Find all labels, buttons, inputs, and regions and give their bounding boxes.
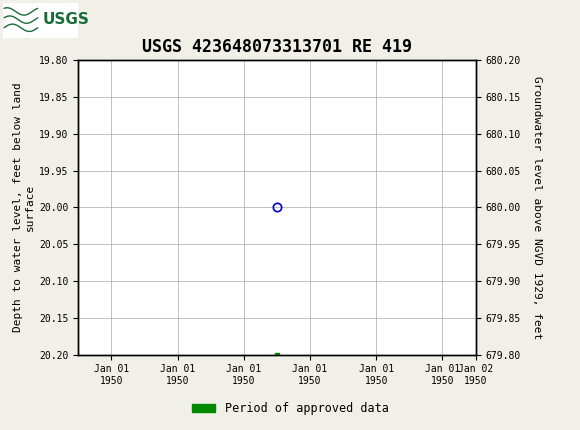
Legend: Period of approved data: Period of approved data (187, 397, 393, 420)
Bar (3, 3, 78, 37)
Title: USGS 423648073313701 RE 419: USGS 423648073313701 RE 419 (142, 38, 412, 56)
Y-axis label: Depth to water level, feet below land
surface: Depth to water level, feet below land su… (13, 83, 35, 332)
Y-axis label: Groundwater level above NGVD 1929, feet: Groundwater level above NGVD 1929, feet (532, 76, 542, 339)
Text: USGS: USGS (42, 12, 89, 27)
